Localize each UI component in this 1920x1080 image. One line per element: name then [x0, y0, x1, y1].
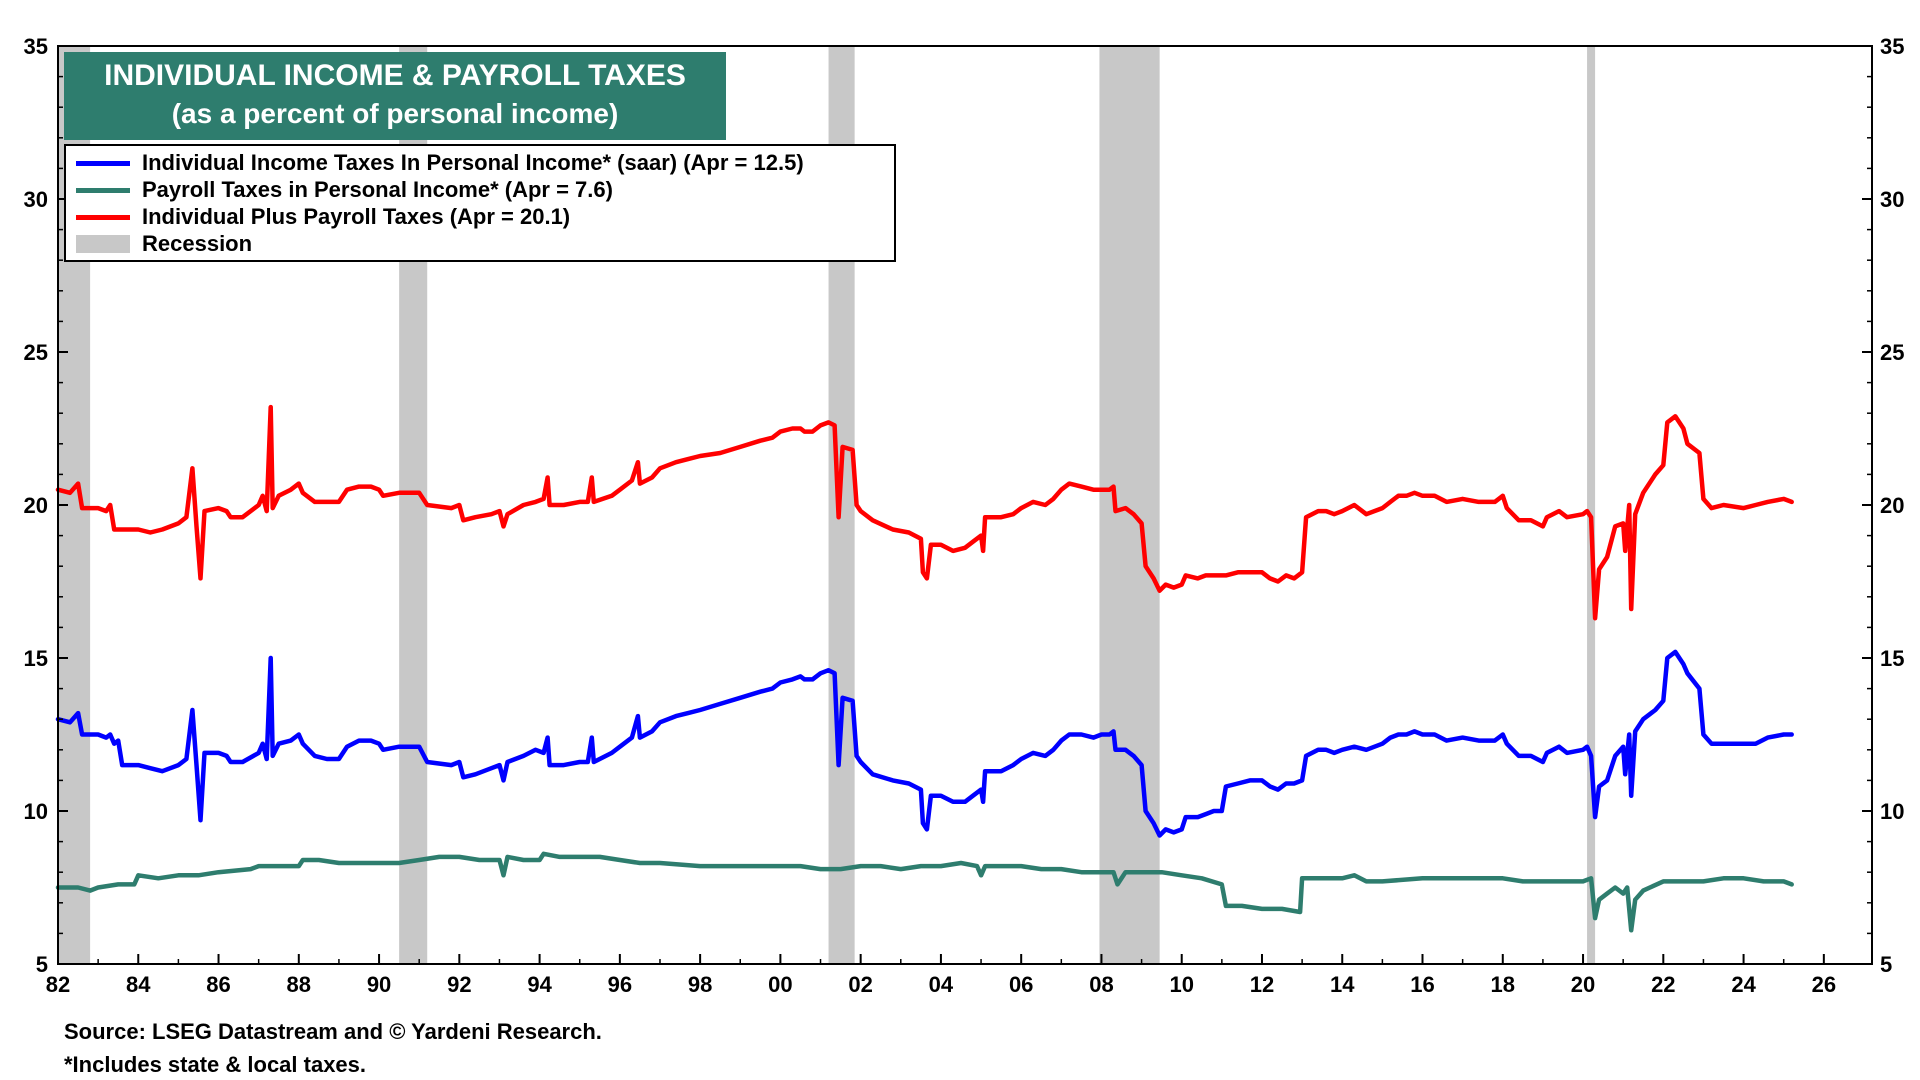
legend-item-recession: Recession [76, 231, 252, 257]
legend-item-combined: Individual Plus Payroll Taxes (Apr = 20.… [76, 204, 570, 230]
x-tick-label: 84 [126, 972, 151, 997]
y-tick-label-left: 30 [24, 187, 48, 212]
y-tick-label-right: 25 [1880, 340, 1904, 365]
y-tick-label-right: 30 [1880, 187, 1904, 212]
chart-title-box: INDIVIDUAL INCOME & PAYROLL TAXES (as a … [64, 52, 726, 140]
x-tick-label: 16 [1410, 972, 1434, 997]
legend-label-payroll: Payroll Taxes in Personal Income* (Apr =… [142, 177, 613, 202]
footnote: *Includes state & local taxes. [64, 1052, 367, 1077]
series-line-payroll [55, 851, 1794, 933]
x-tick-label: 96 [608, 972, 632, 997]
chart-title: INDIVIDUAL INCOME & PAYROLL TAXES [104, 59, 686, 92]
x-tick-label: 94 [527, 972, 552, 997]
x-tick-label: 90 [367, 972, 391, 997]
x-tick-label: 22 [1651, 972, 1675, 997]
x-tick-label: 02 [848, 972, 872, 997]
legend-label-individual: Individual Income Taxes In Personal Inco… [142, 150, 804, 175]
y-tick-label-left: 20 [24, 493, 48, 518]
y-tick-label-left: 25 [24, 340, 48, 365]
recession-band-4 [1587, 46, 1596, 964]
x-tick-label: 06 [1009, 972, 1033, 997]
y-tick-label-right: 10 [1880, 799, 1904, 824]
y-tick-label-right: 35 [1880, 34, 1904, 59]
legend-label-combined: Individual Plus Payroll Taxes (Apr = 20.… [142, 204, 571, 229]
legend-swatch-payroll [76, 187, 130, 193]
x-tick-label: 26 [1812, 972, 1836, 997]
legend-swatch-individual [76, 160, 130, 166]
legend-swatch-combined [76, 214, 130, 220]
series-line-individual [55, 649, 1794, 838]
x-tick-label: 00 [768, 972, 792, 997]
x-tick-label: 88 [287, 972, 311, 997]
x-tick-label: 20 [1571, 972, 1595, 997]
x-tick-label: 86 [206, 972, 230, 997]
legend-label-recession: Recession [142, 231, 253, 256]
x-tick-label: 98 [688, 972, 712, 997]
legend-item-payroll: Payroll Taxes in Personal Income* (Apr =… [76, 177, 613, 203]
legend: Individual Income Taxes In Personal Inco… [64, 144, 896, 262]
y-tick-label-right: 5 [1880, 952, 1892, 977]
legend-item-individual: Individual Income Taxes In Personal Inco… [76, 150, 804, 176]
x-tick-label: 12 [1250, 972, 1274, 997]
x-tick-label: 10 [1169, 972, 1193, 997]
x-tick-label: 04 [929, 972, 954, 997]
x-tick-label: 24 [1731, 972, 1756, 997]
chart-subtitle: (as a percent of personal income) [171, 98, 619, 129]
y-tick-label-left: 10 [24, 799, 48, 824]
y-tick-label-right: 20 [1880, 493, 1904, 518]
series-line-combined [55, 404, 1794, 621]
x-tick-label: 18 [1491, 972, 1515, 997]
source-note: Source: LSEG Datastream and © Yardeni Re… [64, 1019, 602, 1044]
y-tick-label-right: 15 [1880, 646, 1904, 671]
legend-swatch-recession [76, 235, 130, 253]
x-tick-label: 14 [1330, 972, 1355, 997]
series-lines [55, 404, 1794, 933]
y-tick-label-left: 35 [24, 34, 48, 59]
y-tick-label-left: 15 [24, 646, 48, 671]
x-tick-label: 82 [46, 972, 70, 997]
x-tick-label: 92 [447, 972, 471, 997]
y-tick-label-left: 5 [36, 952, 48, 977]
axis-ticks: 82 84 86 88 90 92 94 96 98 00 02 04 06 08 10 12 14 16 18 20… [24, 34, 1905, 997]
recession-band-3 [1099, 46, 1160, 964]
x-tick-label: 08 [1089, 972, 1113, 997]
